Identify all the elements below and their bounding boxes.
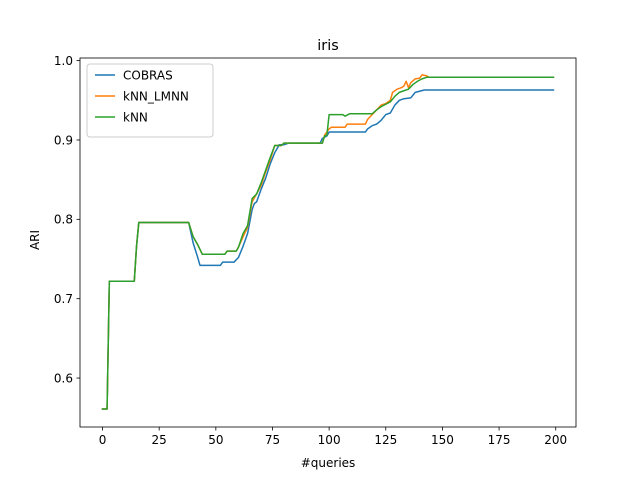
x-tick-label: 150 xyxy=(431,433,454,447)
series-line-knn xyxy=(101,76,555,410)
series-line-cobras xyxy=(101,89,555,410)
y-tick-label: 0.8 xyxy=(54,213,73,227)
y-tick-label: 0.9 xyxy=(54,133,73,147)
legend-box xyxy=(86,63,214,138)
legend: COBRAS kNN_LMNN kNN xyxy=(86,63,214,138)
x-tick-label: 0 xyxy=(99,433,107,447)
y-tick-label: 1.0 xyxy=(54,54,73,68)
x-tick-label: 100 xyxy=(318,433,341,447)
x-tick-label: 75 xyxy=(265,433,280,447)
x-tick-label: 175 xyxy=(488,433,511,447)
x-axis-label: #queries xyxy=(301,456,356,470)
legend-label: COBRAS xyxy=(123,68,173,82)
x-tick-label: 50 xyxy=(208,433,223,447)
x-tick-label: 200 xyxy=(544,433,567,447)
legend-label: kNN_LMNN xyxy=(123,89,189,103)
x-tick-label: 125 xyxy=(374,433,397,447)
x-tick-label: 25 xyxy=(152,433,167,447)
plot-area: 0 25 50 75 100 125 150 175 200 0.6 0.7 0.8 0.9 1.0 xyxy=(54,54,577,447)
y-axis-label: ARI xyxy=(28,230,42,250)
y-tick-label: 0.6 xyxy=(54,371,73,385)
y-tick-label: 0.7 xyxy=(54,292,73,306)
chart-title: iris xyxy=(317,38,338,54)
axes-frame xyxy=(79,57,577,428)
legend-label: kNN xyxy=(123,110,148,124)
